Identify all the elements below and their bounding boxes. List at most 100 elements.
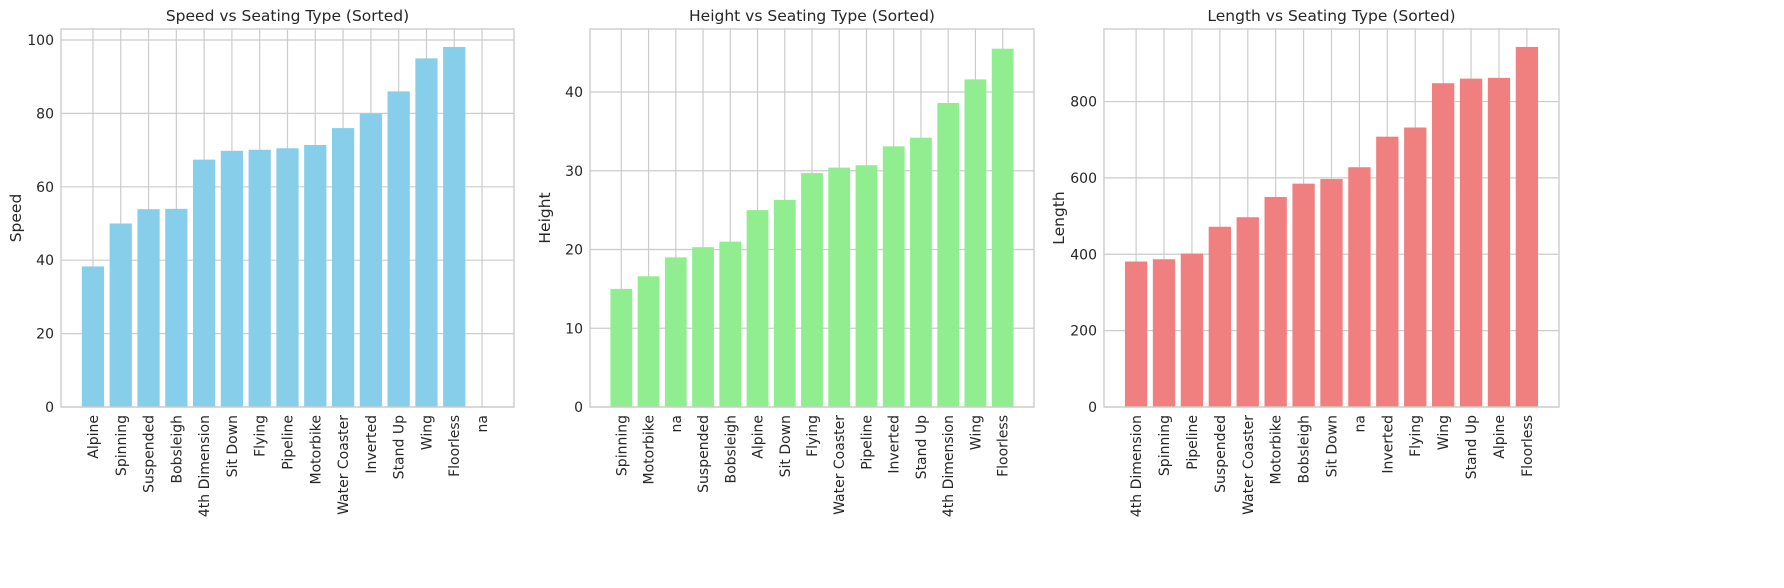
bar-stand-up [910, 137, 932, 408]
x-tick-label: Spinning [1157, 415, 1173, 476]
x-tick-label: Sit Down [1325, 415, 1341, 477]
x-tick-label: Spinning [114, 415, 130, 476]
x-tick-label: Pipeline [281, 415, 297, 470]
x-tick-label: Water Coaster [336, 415, 352, 515]
bar-alpine [1487, 77, 1511, 407]
y-axis-label: Length [1050, 191, 1068, 244]
x-tick-label: Pipeline [1185, 415, 1201, 470]
bar-floorless [991, 48, 1014, 407]
x-tick-label: na [669, 415, 685, 432]
bar-stand-up [1459, 78, 1483, 408]
bar-suspended [137, 209, 160, 407]
y-tick-label: 800 [1070, 95, 1097, 111]
x-tick-label: Flying [1408, 415, 1424, 457]
y-tick-label: 0 [574, 400, 583, 416]
chart-panel-3: 0 200 400 600 800 4th Dimension Spinning Pipeli… [1050, 7, 1560, 517]
x-tick-label: Flying [253, 415, 269, 457]
bar-sit-down [220, 150, 244, 408]
y-tick-label: 10 [565, 321, 583, 337]
y-tick-label: 40 [36, 253, 54, 269]
x-tick-label: Motorbike [642, 415, 658, 484]
x-tick-label: Bobsleigh [723, 415, 739, 484]
bar-suspended [692, 247, 714, 407]
y-tick-label: 600 [1070, 171, 1097, 187]
y-axis-label: Height [536, 192, 554, 243]
plot-frame [589, 28, 1035, 408]
x-tick-label: Inverted [887, 415, 903, 474]
chart-panel-2: 0 10 20 30 40 Spinning Motorbike na Suspended Bob… [536, 7, 1035, 517]
y-tick-label: 400 [1070, 247, 1097, 263]
y-tick-label: 30 [565, 164, 583, 180]
x-tick-label: Pipeline [859, 415, 875, 470]
bar-spinning [610, 288, 633, 407]
x-tick-label: Floorless [996, 415, 1012, 477]
y-tick-label: 100 [27, 33, 54, 49]
x-tick-label: Bobsleigh [169, 415, 185, 484]
x-tick-label: Stand Up [1464, 415, 1480, 479]
x-tick-label: Flying [805, 415, 821, 457]
bar-water-coaster [331, 128, 355, 407]
chart-title: Height vs Seating Type (Sorted) [689, 7, 935, 25]
x-tick-label: Wing [419, 415, 435, 450]
x-tick-label: Inverted [1380, 415, 1396, 474]
bar-flying [801, 173, 823, 407]
x-tick-label: Bobsleigh [1297, 415, 1313, 484]
bar-alpine [81, 266, 105, 407]
bar-suspended [1208, 226, 1232, 407]
x-tick-label: Motorbike [308, 415, 324, 484]
x-tick-label: Water Coaster [1241, 415, 1257, 515]
y-tick-label: 0 [45, 400, 54, 416]
bar-water-coaster [1236, 217, 1259, 407]
x-tick-label: Stand Up [914, 415, 930, 479]
x-tick-label: Suspended [142, 415, 158, 493]
bar-wing [415, 58, 438, 407]
bar-pipeline [855, 165, 878, 407]
bar-flying [1404, 127, 1427, 407]
bar-inverted [359, 113, 382, 407]
bar-bobsleigh [165, 208, 188, 407]
x-tick-label: Wing [968, 415, 984, 450]
x-tick-label: 4th Dimension [197, 415, 213, 517]
bar-spinning [109, 223, 132, 407]
y-tick-label: 0 [1088, 400, 1097, 416]
chart-title: Speed vs Seating Type (Sorted) [166, 7, 409, 25]
x-tick-label: na [1352, 415, 1368, 432]
x-tick-label: Water Coaster [832, 415, 848, 515]
x-tick-label: Sit Down [225, 415, 241, 477]
x-tick-label: Alpine [751, 415, 767, 459]
x-tick-label: Motorbike [1269, 415, 1285, 484]
bar-water-coaster [828, 167, 851, 407]
bar-alpine [746, 210, 769, 407]
x-tick-label: Alpine [86, 415, 102, 459]
bar-na [664, 257, 687, 407]
y-tick-label: 200 [1070, 324, 1097, 340]
x-tick-label: Floorless [447, 415, 463, 477]
chart-panel-1: 0 20 40 60 80 100 Alpine Spinning Suspended Bobsl… [7, 7, 515, 517]
bar-wing [1431, 83, 1455, 407]
x-tick-label: Stand Up [392, 415, 408, 479]
bar-motorbike [1264, 197, 1287, 407]
x-tick-label: Wing [1436, 415, 1452, 450]
x-tick-label: Suspended [696, 415, 712, 493]
x-tick-label: Spinning [614, 415, 630, 476]
bar-4th-dimension [937, 103, 960, 408]
y-tick-label: 80 [36, 106, 54, 122]
bar-floorless [443, 46, 466, 408]
x-tick-label: Floorless [1520, 415, 1536, 477]
bar-floorless [1515, 46, 1539, 407]
y-tick-label: 60 [36, 180, 54, 196]
bar-bobsleigh [1292, 183, 1315, 407]
x-tick-label: na [475, 415, 491, 432]
bar-sit-down [773, 199, 796, 407]
x-tick-label: Suspended [1213, 415, 1229, 493]
bar-bobsleigh [719, 241, 742, 407]
y-tick-label: 20 [565, 243, 583, 259]
plot-frame [60, 28, 515, 408]
bar-motorbike [637, 276, 660, 407]
x-tick-label: Alpine [1492, 415, 1508, 459]
y-axis-label: Speed [7, 194, 25, 243]
bar-wing [964, 79, 987, 408]
chart-title: Length vs Seating Type (Sorted) [1207, 7, 1455, 25]
x-tick-label: 4th Dimension [941, 415, 957, 517]
